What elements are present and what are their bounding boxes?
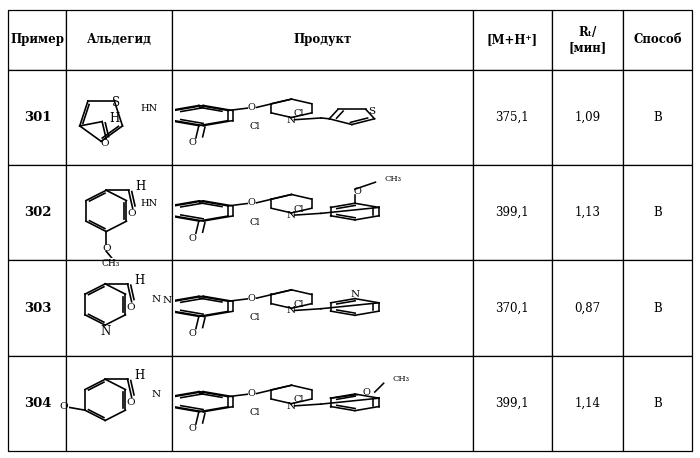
Text: CH₃: CH₃ xyxy=(101,259,120,268)
Text: Cl: Cl xyxy=(294,395,304,404)
Bar xyxy=(623,10,692,70)
Text: N: N xyxy=(287,211,296,220)
Text: N: N xyxy=(100,325,111,338)
Text: O: O xyxy=(126,303,135,311)
Bar xyxy=(66,70,172,165)
Text: [M+H⁺]: [M+H⁺] xyxy=(486,33,538,46)
Text: S: S xyxy=(368,107,375,116)
Text: Пример: Пример xyxy=(10,33,64,46)
Bar xyxy=(552,261,623,356)
Text: 304: 304 xyxy=(24,397,51,410)
Text: B: B xyxy=(653,111,662,124)
Text: O: O xyxy=(354,187,362,196)
Text: Cl: Cl xyxy=(249,409,260,417)
Bar xyxy=(172,165,473,261)
Text: 303: 303 xyxy=(24,301,51,315)
Bar xyxy=(8,356,66,451)
Text: O: O xyxy=(126,398,135,407)
Text: N: N xyxy=(287,306,296,316)
Text: O: O xyxy=(189,234,197,243)
Text: H: H xyxy=(134,274,145,287)
Text: O: O xyxy=(248,294,256,303)
Text: Альдегид: Альдегид xyxy=(87,33,152,46)
Text: O: O xyxy=(248,198,256,207)
Text: Способ: Способ xyxy=(633,33,682,46)
Text: 302: 302 xyxy=(24,206,51,219)
Text: Cl: Cl xyxy=(249,122,260,131)
Text: 301: 301 xyxy=(24,111,51,124)
Text: N: N xyxy=(151,390,160,399)
Bar xyxy=(623,356,692,451)
Text: 370,1: 370,1 xyxy=(496,301,529,315)
Text: 399,1: 399,1 xyxy=(496,397,529,410)
Text: Продукт: Продукт xyxy=(293,33,352,46)
Bar xyxy=(8,10,66,70)
Bar xyxy=(66,10,172,70)
Text: H: H xyxy=(109,112,120,125)
Bar xyxy=(473,261,552,356)
Bar xyxy=(623,261,692,356)
Text: O: O xyxy=(60,402,68,411)
Text: S: S xyxy=(112,96,120,109)
Bar xyxy=(473,356,552,451)
Text: CH₃: CH₃ xyxy=(384,174,401,183)
Text: N: N xyxy=(350,290,359,299)
Text: HN: HN xyxy=(141,104,158,113)
Bar xyxy=(8,261,66,356)
Text: Cl: Cl xyxy=(294,300,304,309)
Bar xyxy=(623,165,692,261)
Bar xyxy=(8,165,66,261)
Text: 375,1: 375,1 xyxy=(496,111,529,124)
Bar xyxy=(66,356,172,451)
Text: 1,09: 1,09 xyxy=(574,111,601,124)
Text: H: H xyxy=(134,369,145,382)
Text: 399,1: 399,1 xyxy=(496,206,529,219)
Bar xyxy=(552,70,623,165)
Bar xyxy=(473,10,552,70)
Text: N: N xyxy=(151,295,160,304)
Bar xyxy=(66,165,172,261)
Text: 1,13: 1,13 xyxy=(575,206,601,219)
Text: 1,14: 1,14 xyxy=(575,397,601,410)
Text: Cl: Cl xyxy=(249,313,260,322)
Text: O: O xyxy=(189,138,197,147)
Text: B: B xyxy=(653,206,662,219)
Text: Cl: Cl xyxy=(294,109,304,118)
Bar xyxy=(172,261,473,356)
Text: O: O xyxy=(189,329,197,338)
Bar xyxy=(8,70,66,165)
Bar xyxy=(552,356,623,451)
Bar xyxy=(172,356,473,451)
Bar xyxy=(473,165,552,261)
Text: O: O xyxy=(189,425,197,433)
Text: O: O xyxy=(362,388,370,398)
Bar xyxy=(552,10,623,70)
Text: Cl: Cl xyxy=(249,218,260,227)
Text: Cl: Cl xyxy=(294,205,304,214)
Bar xyxy=(623,70,692,165)
Text: CH₃: CH₃ xyxy=(393,375,410,383)
Text: H: H xyxy=(136,180,146,193)
Text: HN: HN xyxy=(141,199,158,208)
Text: O: O xyxy=(102,244,111,253)
Text: Rₜ/
[мин]: Rₜ/ [мин] xyxy=(568,26,606,54)
Text: N: N xyxy=(287,116,296,125)
Text: N: N xyxy=(162,296,172,305)
Text: B: B xyxy=(653,397,662,410)
Bar xyxy=(552,165,623,261)
Text: B: B xyxy=(653,301,662,315)
Text: O: O xyxy=(248,103,256,112)
Text: O: O xyxy=(101,139,109,148)
Bar xyxy=(473,70,552,165)
Text: O: O xyxy=(127,209,136,218)
Bar xyxy=(66,261,172,356)
Bar xyxy=(172,10,473,70)
Text: O: O xyxy=(248,389,256,398)
Text: N: N xyxy=(287,402,296,411)
Text: 0,87: 0,87 xyxy=(574,301,601,315)
Bar xyxy=(172,70,473,165)
